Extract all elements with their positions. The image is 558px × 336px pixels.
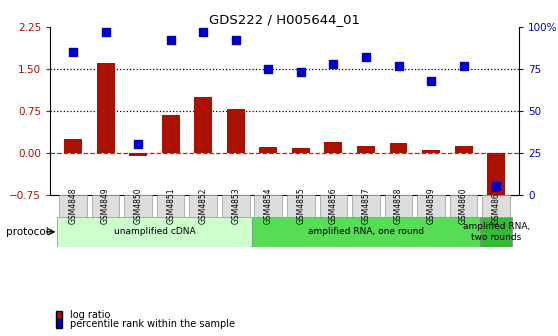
Bar bbox=[487, 153, 505, 203]
FancyBboxPatch shape bbox=[57, 217, 252, 247]
FancyBboxPatch shape bbox=[189, 195, 217, 217]
Text: GSM4861: GSM4861 bbox=[492, 187, 501, 224]
FancyBboxPatch shape bbox=[252, 217, 480, 247]
Text: percentile rank within the sample: percentile rank within the sample bbox=[70, 319, 235, 329]
Text: GSM4856: GSM4856 bbox=[329, 187, 338, 224]
Text: GSM4859: GSM4859 bbox=[426, 187, 436, 224]
Bar bbox=[324, 142, 343, 153]
Text: amplified RNA, one round: amplified RNA, one round bbox=[308, 227, 424, 236]
Bar bbox=[389, 143, 407, 153]
Text: GSM4855: GSM4855 bbox=[296, 187, 305, 224]
Text: GSM4850: GSM4850 bbox=[133, 187, 143, 224]
FancyBboxPatch shape bbox=[352, 195, 380, 217]
Point bbox=[329, 61, 338, 67]
FancyBboxPatch shape bbox=[157, 195, 185, 217]
FancyBboxPatch shape bbox=[320, 195, 347, 217]
Point bbox=[296, 70, 305, 75]
Title: GDS222 / H005644_01: GDS222 / H005644_01 bbox=[209, 13, 360, 26]
Text: GSM4853: GSM4853 bbox=[231, 187, 240, 224]
Text: protocol: protocol bbox=[6, 227, 49, 237]
Text: GSM4857: GSM4857 bbox=[362, 187, 371, 224]
Bar bbox=[194, 97, 212, 153]
FancyBboxPatch shape bbox=[450, 195, 478, 217]
Text: GSM4858: GSM4858 bbox=[394, 187, 403, 224]
Point bbox=[199, 29, 208, 35]
FancyBboxPatch shape bbox=[384, 195, 412, 217]
FancyBboxPatch shape bbox=[222, 195, 249, 217]
Point bbox=[492, 184, 501, 189]
Point bbox=[231, 38, 240, 43]
Point bbox=[394, 63, 403, 68]
Point bbox=[264, 66, 273, 72]
Bar bbox=[357, 145, 375, 153]
Bar bbox=[422, 150, 440, 153]
Bar bbox=[455, 145, 473, 153]
Text: GSM4851: GSM4851 bbox=[166, 187, 175, 224]
Text: unamplified cDNA: unamplified cDNA bbox=[114, 227, 195, 236]
Bar bbox=[259, 147, 277, 153]
Bar bbox=[162, 115, 180, 153]
Text: GSM4848: GSM4848 bbox=[69, 187, 78, 224]
FancyBboxPatch shape bbox=[59, 195, 87, 217]
Bar bbox=[292, 149, 310, 153]
FancyBboxPatch shape bbox=[124, 195, 152, 217]
Point bbox=[362, 54, 371, 60]
Bar bbox=[227, 109, 245, 153]
Text: amplified RNA,
two rounds: amplified RNA, two rounds bbox=[463, 222, 530, 242]
Text: GSM4854: GSM4854 bbox=[264, 187, 273, 224]
Point bbox=[459, 63, 468, 68]
Text: GSM4860: GSM4860 bbox=[459, 187, 468, 224]
Point bbox=[69, 49, 78, 55]
Text: GSM4852: GSM4852 bbox=[199, 187, 208, 224]
FancyBboxPatch shape bbox=[287, 195, 315, 217]
FancyBboxPatch shape bbox=[254, 195, 282, 217]
Text: GSM4849: GSM4849 bbox=[101, 187, 110, 224]
Bar bbox=[97, 63, 114, 153]
Point bbox=[133, 142, 142, 147]
Bar bbox=[64, 139, 82, 153]
FancyBboxPatch shape bbox=[417, 195, 445, 217]
FancyBboxPatch shape bbox=[482, 195, 510, 217]
Point bbox=[166, 38, 175, 43]
Point bbox=[101, 29, 110, 35]
Bar bbox=[129, 153, 147, 156]
Text: log ratio: log ratio bbox=[70, 310, 110, 320]
FancyBboxPatch shape bbox=[480, 217, 512, 247]
Point bbox=[426, 78, 435, 83]
FancyBboxPatch shape bbox=[92, 195, 119, 217]
